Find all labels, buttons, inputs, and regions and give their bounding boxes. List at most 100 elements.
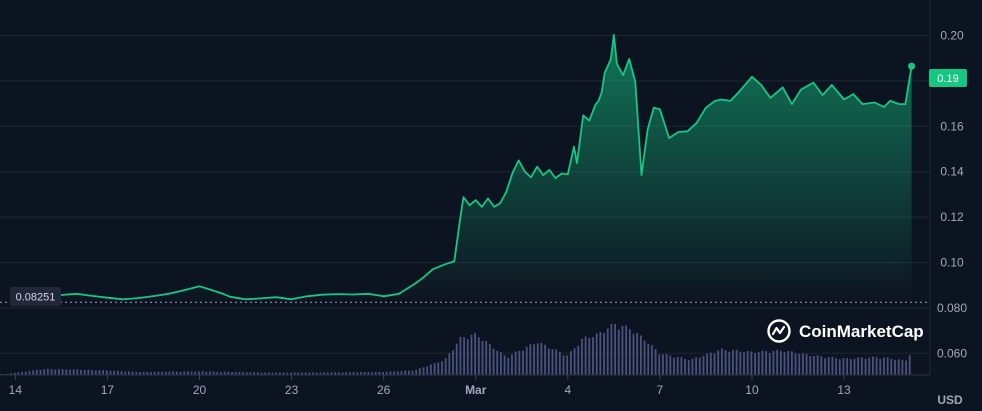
volume-bar — [150, 372, 152, 375]
volume-bar — [69, 369, 71, 375]
volume-bar — [21, 371, 23, 375]
volume-bar — [798, 354, 801, 375]
volume-bar — [186, 371, 189, 375]
volume-bar — [746, 350, 749, 375]
volume-bar — [28, 371, 31, 375]
current-price-label: 0.19 — [937, 73, 958, 85]
volume-bar — [326, 372, 329, 375]
volume-bar — [525, 346, 528, 375]
x-tick-label: 4 — [564, 383, 571, 397]
volume-bar — [319, 372, 322, 375]
volume-bar — [356, 372, 359, 375]
volume-bar — [91, 369, 93, 375]
volume-bar — [205, 371, 208, 375]
volume-bar — [212, 371, 215, 375]
volume-bar — [728, 351, 731, 375]
volume-bar — [216, 371, 219, 375]
volume-bar — [32, 370, 35, 375]
volume-bar — [418, 368, 421, 375]
volume-bar — [128, 371, 130, 375]
volume-bar — [809, 356, 812, 375]
volume-bar — [886, 357, 889, 375]
volume-bar — [673, 357, 675, 375]
volume-bar — [628, 329, 631, 375]
volume-bar — [161, 371, 163, 375]
volume-bar — [245, 372, 248, 375]
volume-bar — [290, 372, 292, 375]
volume-bar — [146, 371, 149, 375]
volume-bar — [234, 372, 237, 375]
volume-bar — [139, 371, 141, 375]
volume-bar — [407, 370, 410, 375]
price-area-fill — [46, 34, 912, 303]
volume-bar — [651, 345, 653, 375]
volume-bar — [279, 372, 281, 375]
volume-bar — [374, 371, 377, 375]
volume-bar — [816, 355, 819, 375]
volume-bar — [334, 372, 337, 375]
volume-bar — [625, 325, 628, 375]
volume-bar — [231, 372, 233, 375]
volume-bar — [846, 358, 849, 375]
volume-bar — [264, 372, 267, 375]
volume-bar — [426, 366, 429, 375]
volume-bar — [481, 341, 484, 375]
volume-bar — [908, 355, 911, 375]
volume-bar — [706, 353, 709, 375]
volume-bar — [654, 349, 657, 375]
volume-bar — [400, 371, 403, 375]
volume-bar — [805, 354, 808, 375]
volume-bar — [142, 371, 145, 375]
volume-bar — [124, 371, 127, 375]
volume-bar — [404, 370, 407, 375]
volume-bar — [102, 370, 105, 375]
volume-bar — [507, 357, 510, 375]
volume-bar — [547, 348, 550, 375]
volume-bar — [588, 337, 591, 375]
volume-bar — [65, 369, 68, 375]
volume-bar — [802, 353, 804, 375]
volume-bar — [131, 371, 134, 375]
volume-bar — [105, 370, 108, 375]
volume-bar — [702, 355, 705, 375]
volume-bar — [897, 359, 900, 375]
volume-bar — [330, 372, 333, 375]
volume-bar — [684, 358, 686, 375]
volume-bar — [500, 352, 502, 375]
volume-bar — [441, 361, 443, 375]
volume-bar — [46, 368, 49, 375]
volume-bar — [433, 362, 436, 375]
volume-bar — [739, 351, 742, 375]
volume-bar — [393, 371, 395, 375]
volume-bar — [422, 367, 425, 375]
volume-bar — [83, 369, 86, 375]
x-tick-label: 23 — [285, 383, 299, 397]
volume-bar — [658, 354, 661, 375]
volume-bar — [267, 372, 270, 375]
brand-name: CoinMarketCap — [799, 322, 924, 341]
volume-bar — [860, 357, 863, 375]
volume-bar — [242, 372, 244, 375]
volume-bar — [286, 372, 289, 375]
y-tick-label: 0.10 — [940, 256, 964, 270]
volume-bar — [577, 345, 580, 375]
volume-bar — [827, 356, 830, 375]
volume-bar — [437, 362, 440, 375]
volume-bar — [477, 337, 480, 375]
volume-bar — [120, 371, 123, 375]
y-tick-label: 0.16 — [940, 119, 964, 133]
volume-bar — [282, 372, 285, 375]
volume-bar — [396, 371, 399, 375]
volume-bar — [551, 349, 554, 375]
volume-bar — [197, 371, 200, 375]
volume-bar — [385, 371, 388, 375]
volume-bar — [592, 337, 594, 375]
volume-bar — [360, 372, 362, 375]
volume-bar — [260, 372, 263, 375]
volume-bar — [474, 332, 477, 375]
volume-bar — [172, 371, 175, 375]
volume-bar — [540, 342, 543, 375]
y-tick-label: 0.20 — [940, 29, 964, 43]
x-tick-label: 26 — [377, 383, 391, 397]
volume-bar — [345, 372, 348, 375]
